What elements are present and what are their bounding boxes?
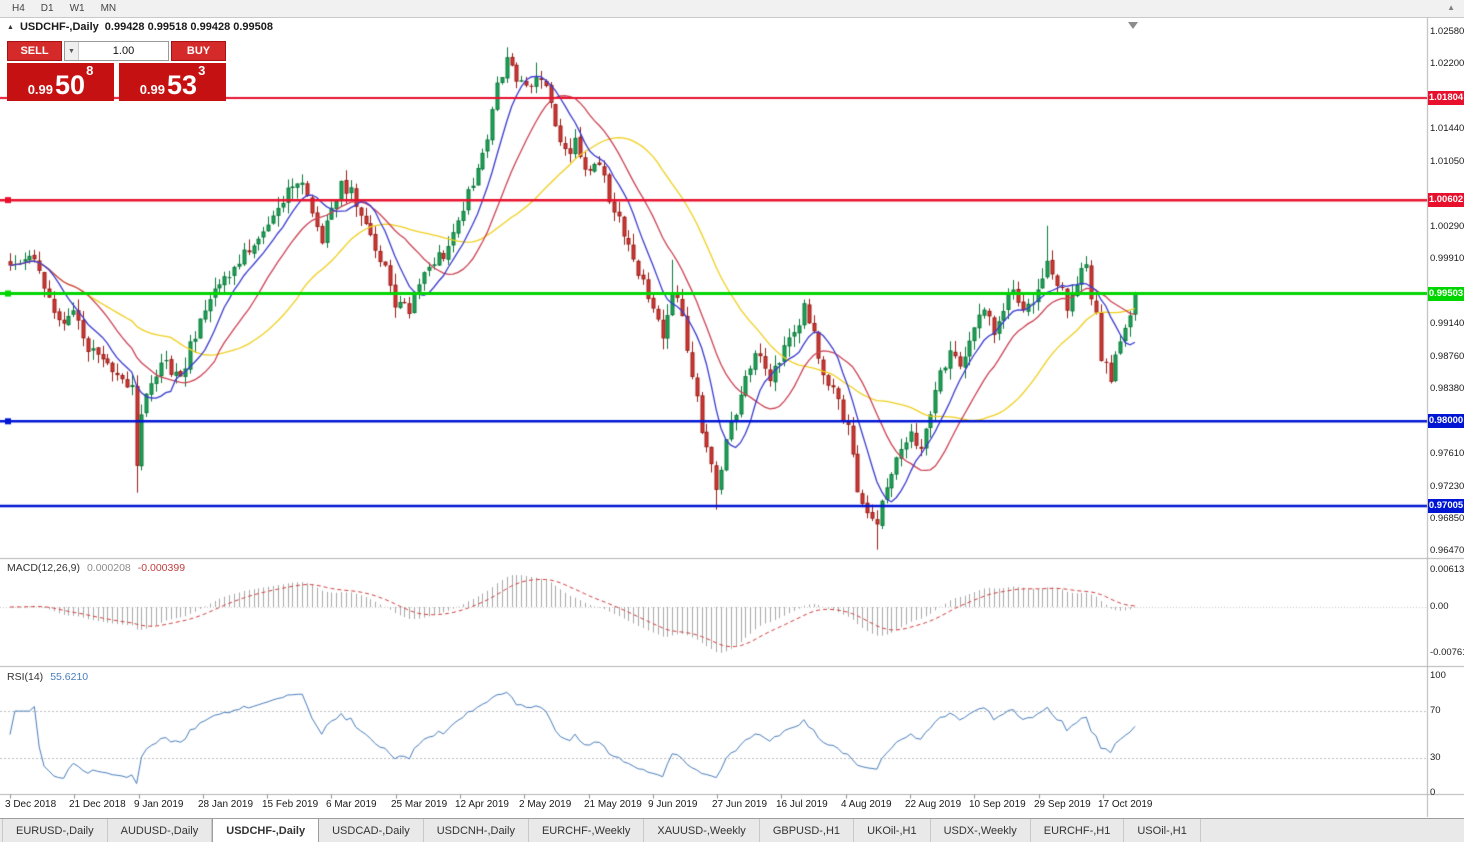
price-line-badge: 1.00602 bbox=[1428, 193, 1464, 207]
sell-price-main: 50 bbox=[55, 70, 86, 100]
chart-tab-usdchf-daily[interactable]: USDCHF-,Daily bbox=[212, 819, 320, 842]
price-axis[interactable]: 1.02580 1.02200 1.01440 1.01050 1.00290 0.999… bbox=[1428, 18, 1464, 800]
timeframe-buttons: H4 D1 W1 MN bbox=[4, 2, 124, 15]
date-tick-label: 15 Feb 2019 bbox=[262, 799, 319, 810]
macd-indicator-header: MACD(12,26,9) 0.000208 -0.000399 bbox=[7, 562, 185, 574]
date-tick-label: 17 Oct 2019 bbox=[1098, 799, 1153, 810]
buy-button[interactable]: BUY bbox=[171, 41, 226, 61]
chart-shift-marker[interactable] bbox=[1128, 22, 1138, 29]
macd-tick-label: -0.00761 bbox=[1430, 647, 1464, 658]
date-tick-label: 25 Mar 2019 bbox=[391, 799, 448, 810]
rsi-tick-label: 100 bbox=[1430, 670, 1446, 681]
rsi-indicator-header: RSI(14) 55.6210 bbox=[7, 671, 88, 683]
date-tick-label: 2 May 2019 bbox=[519, 799, 572, 810]
price-line-badge: 1.01804 bbox=[1428, 91, 1464, 105]
price-line-badge: 0.97005 bbox=[1428, 499, 1464, 513]
price-tick-label: 1.00290 bbox=[1430, 221, 1464, 232]
price-tick-label: 0.96850 bbox=[1430, 513, 1464, 524]
price-tick-label: 0.96470 bbox=[1430, 545, 1464, 556]
buy-price-prefix: 0.99 bbox=[139, 82, 166, 97]
price-tick-label: 1.01440 bbox=[1430, 123, 1464, 134]
date-tick-label: 9 Jun 2019 bbox=[648, 799, 698, 810]
sell-price-prefix: 0.99 bbox=[27, 82, 54, 97]
price-tick-label: 1.02580 bbox=[1430, 26, 1464, 37]
date-tick-label: 21 Dec 2018 bbox=[69, 799, 126, 810]
chart-tab-eurchf-h1[interactable]: EURCHF-,H1 bbox=[1031, 819, 1125, 842]
buy-price-pip: 3 bbox=[198, 63, 206, 78]
price-tick-label: 0.98380 bbox=[1430, 383, 1464, 394]
chart-tab-bar: EURUSD-,Daily AUDUSD-,Daily USDCHF-,Daily U… bbox=[0, 818, 1464, 842]
price-line-badge: 0.98000 bbox=[1428, 414, 1464, 428]
rsi-value: 55.6210 bbox=[50, 671, 89, 683]
date-tick-label: 3 Dec 2018 bbox=[5, 799, 57, 810]
chart-area: ▲ USDCHF-,Daily 0.99428 0.99518 0.99428 … bbox=[0, 18, 1464, 818]
rsi-tick-label: 0 bbox=[1430, 787, 1436, 798]
macd-main-value: 0.000208 bbox=[86, 562, 131, 574]
date-tick-label: 28 Jan 2019 bbox=[198, 799, 254, 810]
chart-title: ▲ USDCHF-,Daily 0.99428 0.99518 0.99428 … bbox=[7, 21, 273, 33]
chart-tab-usdx-weekly[interactable]: USDX-,Weekly bbox=[931, 819, 1031, 842]
date-tick-label: 22 Aug 2019 bbox=[905, 799, 962, 810]
macd-tick-label: 0.00613 bbox=[1430, 564, 1464, 575]
chart-tab-usdcnh-daily[interactable]: USDCNH-,Daily bbox=[424, 819, 529, 842]
timeframe-button-w1[interactable]: W1 bbox=[69, 3, 85, 14]
date-tick-label: 16 Jul 2019 bbox=[776, 799, 828, 810]
sell-price-pip: 8 bbox=[86, 63, 94, 78]
sell-price-display[interactable]: 0.99 50 8 bbox=[7, 63, 114, 101]
rsi-label: RSI(14) bbox=[7, 671, 44, 683]
time-axis[interactable]: 3 Dec 2018 21 Dec 2018 9 Jan 2019 28 Jan 20… bbox=[0, 797, 1427, 817]
macd-signal-value: -0.000399 bbox=[137, 562, 186, 574]
date-tick-label: 12 Apr 2019 bbox=[455, 799, 509, 810]
price-tick-label: 0.99910 bbox=[1430, 253, 1464, 264]
chart-tab-usdcad-daily[interactable]: USDCAD-,Daily bbox=[319, 819, 424, 842]
chart-tab-xauusd-weekly[interactable]: XAUUSD-,Weekly bbox=[644, 819, 760, 842]
volume-dropdown-icon[interactable]: ▼ bbox=[65, 42, 79, 60]
buy-price-main: 53 bbox=[167, 70, 198, 100]
price-chart-canvas[interactable] bbox=[0, 18, 1464, 818]
price-tick-label: 0.97230 bbox=[1430, 481, 1464, 492]
chart-tab-eurusd-daily[interactable]: EURUSD-,Daily bbox=[2, 819, 108, 842]
toolbar-expand-icon[interactable]: ▲ bbox=[1447, 3, 1455, 12]
macd-label: MACD(12,26,9) bbox=[7, 562, 80, 574]
price-tick-label: 1.02200 bbox=[1430, 58, 1464, 69]
chart-tab-eurchf-weekly[interactable]: EURCHF-,Weekly bbox=[529, 819, 645, 842]
one-click-collapse-icon[interactable]: ▲ bbox=[7, 23, 14, 31]
rsi-tick-label: 70 bbox=[1430, 705, 1441, 716]
date-tick-label: 21 May 2019 bbox=[584, 799, 642, 810]
chart-tab-audusd-daily[interactable]: AUDUSD-,Daily bbox=[108, 819, 213, 842]
date-tick-label: 6 Mar 2019 bbox=[326, 799, 377, 810]
price-tick-label: 1.01050 bbox=[1430, 156, 1464, 167]
chart-ohlc: 0.99428 0.99518 0.99428 0.99508 bbox=[104, 21, 273, 33]
price-line-badge: 0.99503 bbox=[1428, 287, 1464, 301]
sell-button[interactable]: SELL bbox=[7, 41, 62, 61]
macd-tick-label: 0.00 bbox=[1430, 601, 1449, 612]
rsi-tick-label: 30 bbox=[1430, 752, 1441, 763]
timeframe-button-mn[interactable]: MN bbox=[100, 3, 117, 14]
date-tick-label: 9 Jan 2019 bbox=[134, 799, 184, 810]
date-tick-label: 10 Sep 2019 bbox=[969, 799, 1026, 810]
price-tick-label: 0.99140 bbox=[1430, 318, 1464, 329]
price-tick-label: 0.97610 bbox=[1430, 448, 1464, 459]
one-click-trading-panel: SELL ▼ 1.00 BUY 0.99 50 8 0.99 53 3 bbox=[7, 41, 226, 101]
price-tick-label: 0.98760 bbox=[1430, 351, 1464, 362]
date-tick-label: 27 Jun 2019 bbox=[712, 799, 768, 810]
timeframe-button-d1[interactable]: D1 bbox=[40, 3, 54, 14]
volume-input[interactable]: ▼ 1.00 bbox=[64, 41, 169, 61]
chart-symbol-period: USDCHF-,Daily bbox=[19, 21, 99, 33]
buy-price-display[interactable]: 0.99 53 3 bbox=[119, 63, 226, 101]
date-tick-label: 29 Sep 2019 bbox=[1034, 799, 1091, 810]
timeframe-button-h4[interactable]: H4 bbox=[12, 3, 25, 14]
volume-value[interactable]: 1.00 bbox=[112, 45, 135, 57]
chart-tab-ukoil-h1[interactable]: UKOil-,H1 bbox=[854, 819, 931, 842]
date-tick-label: 4 Aug 2019 bbox=[841, 799, 892, 810]
chart-tab-usoil-h1[interactable]: USOil-,H1 bbox=[1124, 819, 1201, 842]
chart-tab-gbpusd-h1[interactable]: GBPUSD-,H1 bbox=[760, 819, 855, 842]
timeframe-toolbar: H4 D1 W1 MN ▲ bbox=[0, 0, 1464, 18]
